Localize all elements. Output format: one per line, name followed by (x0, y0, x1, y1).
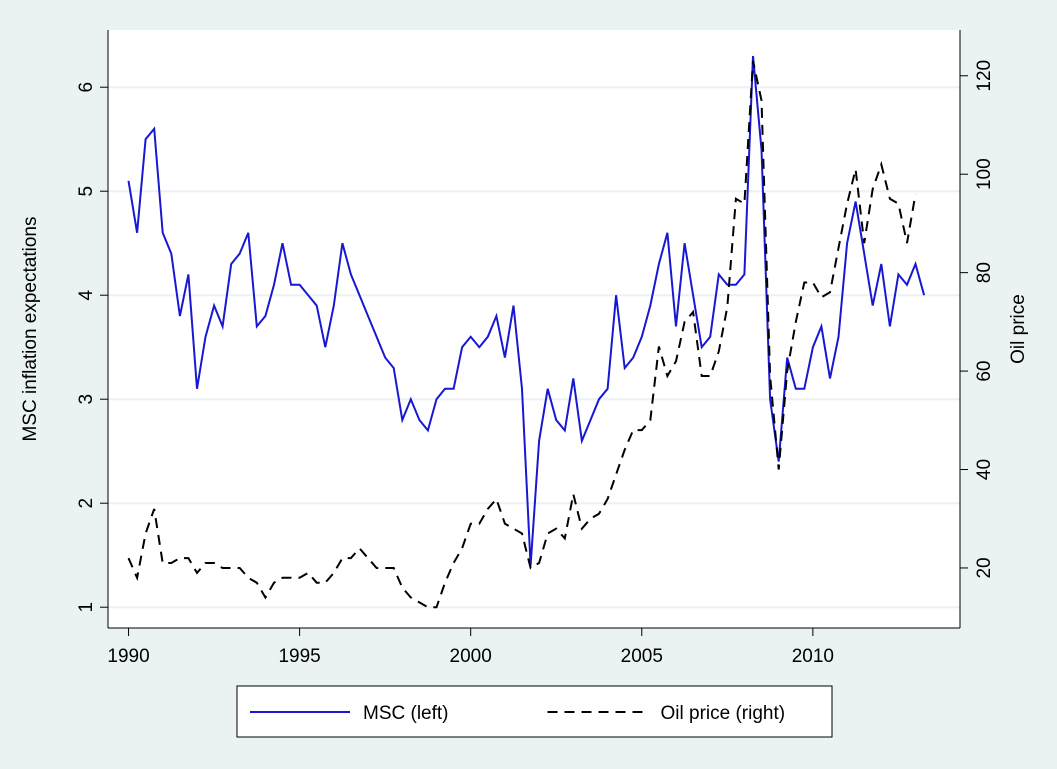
legend-label: MSC (left) (363, 703, 449, 724)
y2-tick-label: 20 (974, 557, 995, 578)
plot-area (108, 30, 960, 628)
x-tick-label: 2005 (621, 646, 663, 667)
y2-tick-label: 40 (974, 459, 995, 480)
y-tick-label: 4 (76, 289, 97, 300)
y-tick-label: 3 (76, 394, 97, 405)
y-tick-label: 6 (76, 82, 97, 93)
x-tick-label: 2010 (792, 646, 834, 667)
y-tick-label: 1 (76, 602, 97, 613)
x-tick-label: 2000 (450, 646, 492, 667)
y-tick-label: 5 (76, 186, 97, 197)
y-tick-label: 2 (76, 498, 97, 509)
y2-tick-label: 100 (974, 158, 995, 190)
series-line (127, 55, 926, 566)
legend-label: Oil price (right) (661, 703, 786, 724)
x-tick-label: 1990 (107, 646, 149, 667)
x-tick-label: 1995 (278, 646, 320, 667)
series-line (127, 60, 917, 609)
y2-axis-title: Oil price (1008, 294, 1029, 364)
y2-tick-label: 60 (974, 361, 995, 382)
y-axis-title: MSC inflation expectations (20, 217, 41, 442)
y2-tick-label: 80 (974, 262, 995, 283)
y2-tick-label: 120 (974, 60, 995, 92)
